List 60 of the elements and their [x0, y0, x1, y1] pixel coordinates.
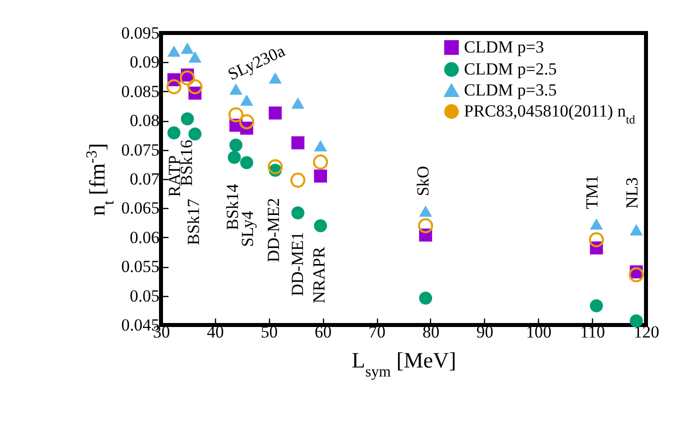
y-tick-label: 0.05 — [130, 286, 160, 306]
annotation: TM1 — [582, 175, 602, 210]
point — [630, 314, 643, 328]
point — [268, 159, 283, 174]
annotation: DD-ME1 — [288, 232, 307, 296]
y-tick-label: 0.095 — [121, 24, 160, 42]
point — [590, 299, 603, 312]
y-tick-label: 0.065 — [121, 198, 160, 218]
x-tick-label: 110 — [580, 322, 606, 342]
x-axis-title: L$_{sym}$ [MeV] — [352, 348, 456, 380]
point — [188, 51, 202, 63]
point — [180, 112, 194, 126]
point — [228, 150, 241, 164]
point — [167, 126, 180, 140]
point — [239, 114, 254, 130]
point — [314, 170, 328, 183]
point — [314, 140, 328, 152]
y-tick-label: 0.085 — [121, 82, 160, 101]
point — [314, 219, 328, 232]
y-tick-label: 0.08 — [130, 111, 160, 130]
point — [312, 154, 328, 170]
y-tick-label: 0.055 — [121, 257, 160, 276]
point — [229, 138, 242, 152]
legend-label: CLDM p=3.5 — [464, 80, 557, 100]
legend-label: CLDM p=3 — [464, 38, 544, 56]
point — [419, 205, 432, 217]
annotation: NL3 — [622, 177, 642, 209]
point — [291, 97, 304, 109]
point — [268, 106, 282, 120]
x-tick-label: 120 — [634, 322, 660, 342]
point — [188, 128, 202, 141]
point — [590, 218, 603, 230]
x-tick-label: 40 — [206, 322, 224, 342]
annotation: SkO — [413, 166, 432, 196]
point — [228, 107, 244, 122]
point — [166, 79, 182, 94]
point — [240, 94, 254, 106]
point — [628, 267, 644, 282]
annotation: BSk17 — [184, 198, 203, 246]
point — [419, 292, 432, 305]
point — [240, 156, 254, 170]
legend-label: PRC83,045810(2011) n$_{td}$ — [464, 102, 636, 126]
point — [180, 70, 195, 86]
y-tick-label: 0.075 — [121, 140, 160, 160]
point — [180, 42, 194, 54]
y-tick-label: 0.09 — [130, 52, 160, 72]
point — [290, 172, 306, 188]
point — [588, 232, 604, 248]
point — [187, 79, 202, 94]
point — [630, 224, 643, 236]
legend-label: CLDM p=2.5 — [464, 60, 557, 78]
y-tick-label: 0.06 — [130, 228, 160, 247]
point — [291, 206, 304, 220]
annotation: DD-ME2 — [264, 198, 284, 262]
point — [229, 83, 242, 95]
y-tick-label: 0.07 — [130, 170, 160, 188]
point — [167, 45, 180, 57]
annotation: NRAPR — [310, 246, 329, 304]
point — [418, 218, 434, 234]
point — [291, 136, 304, 150]
